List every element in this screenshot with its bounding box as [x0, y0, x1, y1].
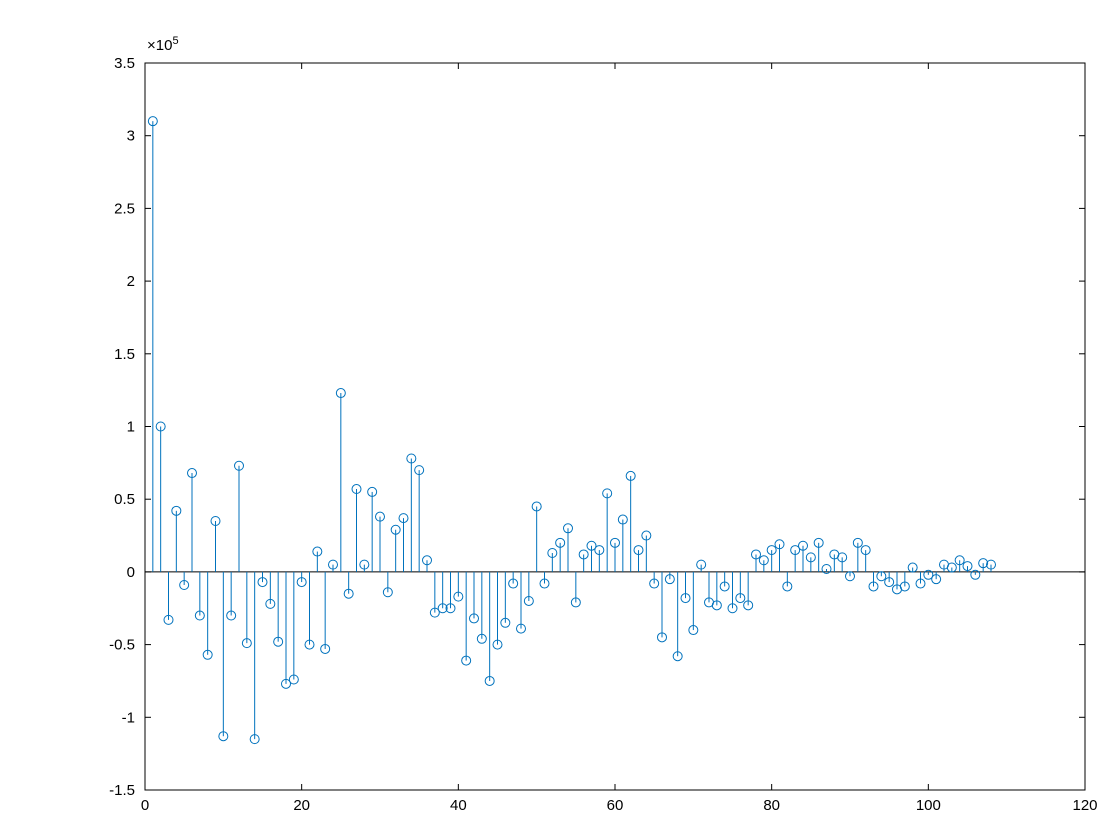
x-tick-label: 80	[763, 797, 780, 814]
y-tick-label: 0.5	[114, 491, 135, 508]
x-tick-label: 0	[141, 797, 149, 814]
y-tick-label: 0	[127, 564, 135, 581]
y-tick-label: 1.5	[114, 346, 135, 363]
y-tick-label: 2.5	[114, 200, 135, 217]
chart-svg: 0 20 40 60 80 100 120 -1.5 -1 -0.5 0 0.5 1 1.5 2 2.5 3 3.…	[0, 0, 1120, 840]
y-tick-label: 1	[127, 419, 135, 436]
y-tick-label: 3.5	[114, 55, 135, 72]
x-tick-label: 60	[607, 797, 624, 814]
y-tick-label: 3	[127, 128, 135, 145]
x-tick-label: 20	[293, 797, 310, 814]
stem-chart: 0 20 40 60 80 100 120 -1.5 -1 -0.5 0 0.5 1 1.5 2 2.5 3 3.…	[0, 0, 1120, 840]
x-tick-label: 120	[1072, 797, 1097, 814]
y-tick-label: -1.5	[109, 782, 135, 799]
x-tick-label: 100	[916, 797, 941, 814]
y-tick-label: 2	[127, 273, 135, 290]
x-tick-label: 40	[450, 797, 467, 814]
y-tick-label: -0.5	[109, 637, 135, 654]
y-tick-label: -1	[122, 709, 135, 726]
